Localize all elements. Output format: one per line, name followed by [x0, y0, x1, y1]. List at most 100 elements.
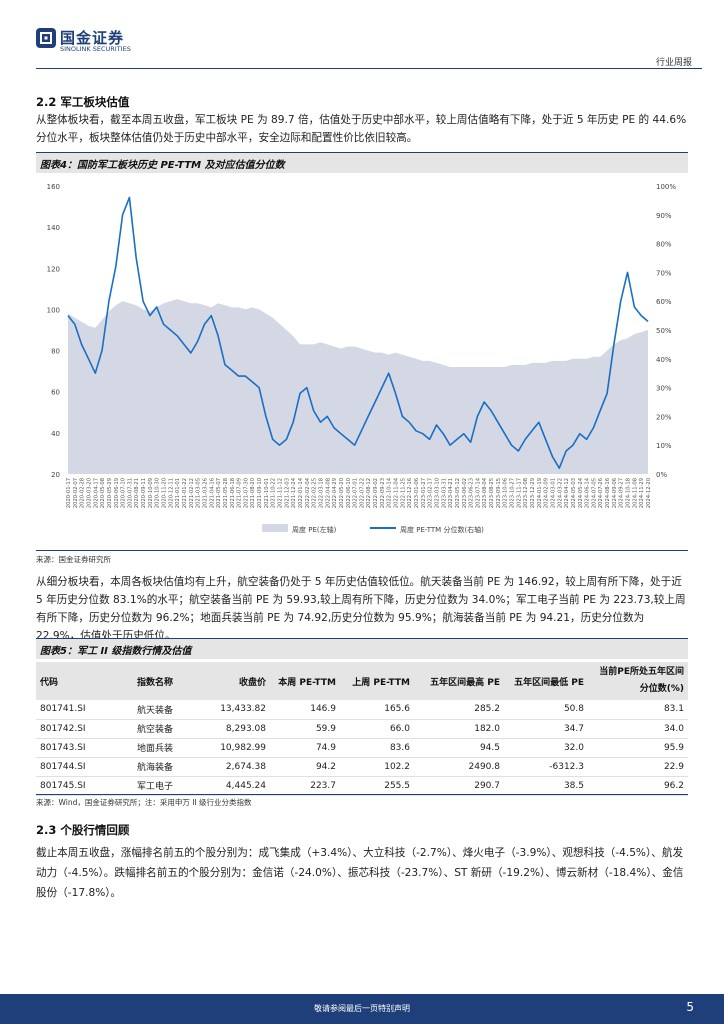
x-axis-tick: 2022-12-16	[407, 478, 413, 508]
x-axis-tick: 2020-07-10	[121, 478, 127, 508]
x-axis-tick: 2023-03-31	[441, 478, 447, 508]
left-axis-tick: 20	[51, 471, 60, 479]
x-axis-tick: 2024-07-05	[591, 478, 597, 508]
cell-pe-last-week: 83.6	[340, 738, 414, 758]
x-axis-tick: 2020-02-28	[80, 478, 86, 508]
cell-percentile: 95.9	[588, 738, 688, 758]
cell-pe-last-week: 165.6	[340, 700, 414, 720]
x-axis-tick: 2023-06-23	[469, 478, 475, 508]
x-axis-tick: 2021-04-16	[209, 478, 215, 508]
cell-code: 801744.SI	[36, 757, 114, 777]
percentile-line-series	[67, 196, 649, 469]
x-axis-tick: 2021-10-22	[271, 478, 277, 508]
left-axis-tick: 120	[47, 265, 60, 273]
section-2-3-text: 截止本周五收盘，涨幅排名前五的个股分别为：成飞集成（+3.4%）、大立科技（-2…	[36, 847, 684, 899]
footer-disclaimer: 敬请参阅最后一页特别声明	[314, 1004, 410, 1013]
legend-pe-label: 周度 PE(左轴)	[292, 525, 337, 534]
right-axis-tick: 10%	[656, 442, 672, 450]
x-axis-tick: 2023-01-27	[421, 478, 427, 508]
x-axis-tick: 2024-04-12	[564, 478, 570, 508]
figure-5-title: 图表5：军工 II 级指数行情及估值	[36, 638, 688, 659]
x-axis-tick: 2021-10-01	[264, 478, 270, 508]
right-axis-tick: 50%	[656, 327, 672, 335]
section-2-3-title: 2.3 个股行情回顾	[36, 823, 130, 837]
x-axis-tick: 2024-08-16	[605, 478, 611, 508]
x-axis-tick: 2022-07-22	[359, 478, 365, 508]
figure-5-source: 来源：Wind，国金证券研究所；注：采用申万 II 级行业分类指数	[36, 798, 252, 807]
cell-pe-this-week: 74.9	[270, 738, 340, 758]
right-axis-tick: 60%	[656, 298, 672, 306]
x-axis-tick: 2020-09-11	[141, 478, 147, 508]
left-axis-tick: 40	[51, 430, 60, 438]
x-axis-tick: 2020-03-20	[87, 478, 93, 508]
cell-pe-5y-low: 34.7	[504, 719, 588, 739]
figure-5-bottom-rule	[36, 794, 688, 795]
x-axis-tick: 2022-02-04	[305, 477, 311, 508]
x-axis-tick: 2023-06-02	[462, 478, 468, 508]
x-axis-tick: 2020-07-31	[127, 478, 133, 508]
x-axis-tick: 2024-01-19	[537, 478, 543, 508]
figure-4-bottom-rule	[36, 550, 688, 551]
col-percentile: 当前PE所处五年区间分位数(%)	[588, 662, 688, 700]
left-axis-tick: 100	[47, 306, 60, 314]
x-axis-tick: 2024-02-09	[544, 478, 550, 508]
right-axis-tick: 30%	[656, 385, 672, 393]
x-axis-tick: 2020-05-29	[107, 478, 113, 508]
cell-close: 8,293.08	[196, 719, 270, 739]
sinolink-logo: 国金证券 SINOLINK SECURITIES	[36, 26, 156, 54]
x-axis-tick: 2021-11-12	[278, 478, 284, 508]
x-axis-tick: 2024-03-01	[551, 478, 557, 508]
cell-code: 801743.SI	[36, 738, 114, 758]
x-axis-tick: 2022-11-04	[394, 477, 400, 508]
sub-sector-valuation-text: 从细分板块看，本周各板块估值均有上升，航空装备仍处于 5 年历史估值较低位。航天…	[36, 576, 686, 642]
cell-pe-this-week: 94.2	[270, 757, 340, 777]
x-axis-tick: 2021-06-18	[230, 478, 236, 508]
x-axis-tick: 2023-01-06	[414, 478, 420, 508]
cell-close: 2,674.38	[196, 757, 270, 777]
x-axis-tick: 2023-03-10	[435, 478, 441, 508]
left-axis-tick: 140	[47, 224, 60, 232]
x-axis-tick: 2023-04-21	[448, 478, 454, 508]
legend-percentile-label: 周度 PE-TTM 分位数(右轴)	[400, 525, 484, 534]
x-axis-tick: 2022-09-02	[373, 478, 379, 508]
x-axis-tick: 2021-09-10	[257, 478, 263, 508]
cell-index-name: 地面兵装	[114, 738, 196, 758]
cell-index-name: 航空装备	[114, 719, 196, 739]
x-axis-tick: 2021-05-28	[223, 478, 229, 508]
cell-index-name: 军工电子	[114, 776, 196, 796]
cell-code: 801742.SI	[36, 719, 114, 739]
pe-area-series	[68, 299, 648, 474]
cell-pe-last-week: 255.5	[340, 776, 414, 796]
logo-name-cn: 国金证券	[60, 29, 125, 47]
cell-pe-5y-low: 32.0	[504, 738, 588, 758]
x-axis-tick: 2023-08-04	[482, 477, 488, 508]
cell-close: 4,445.24	[196, 776, 270, 796]
table-row: 801743.SI 地面兵装 10,982.99 74.9 83.6 94.5 32.0 95…	[36, 738, 688, 758]
page-number: 5	[686, 1000, 694, 1014]
x-axis-tick: 2024-11-29	[639, 478, 645, 508]
col-index-name: 指数名称	[114, 662, 196, 700]
x-axis-tick: 2024-06-14	[585, 477, 591, 508]
cell-close: 13,433.82	[196, 700, 270, 720]
x-axis-tick: 2020-02-07	[73, 478, 79, 508]
x-axis-tick: 2020-01-17	[66, 478, 72, 508]
x-axis-tick: 2024-09-27	[619, 478, 625, 508]
sub-index-table: 代码 指数名称 收盘价 本周 PE-TTM 上周 PE-TTM 五年区间最高 P…	[36, 662, 688, 796]
cell-index-name: 航海装备	[114, 757, 196, 777]
x-axis-tick: 2024-09-06	[612, 478, 618, 508]
x-axis-tick: 2021-05-07	[216, 478, 222, 508]
x-axis-tick: 2020-10-09	[148, 478, 154, 508]
x-axis-tick: 2023-10-27	[510, 478, 516, 508]
x-axis-tick: 2021-03-26	[203, 478, 209, 508]
x-axis-tick: 2023-12-08	[523, 478, 529, 508]
x-axis-tick: 2024-03-22	[557, 478, 563, 508]
x-axis-tick: 2024-07-26	[598, 478, 604, 508]
cell-code: 801741.SI	[36, 700, 114, 720]
x-axis-tick: 2023-07-14	[475, 477, 481, 508]
right-axis-tick: 0%	[656, 471, 667, 479]
x-axis-tick: 2020-10-30	[155, 478, 161, 508]
cell-percentile: 34.0	[588, 719, 688, 739]
right-axis-tick: 90%	[656, 212, 672, 220]
x-axis-tick: 2023-09-15	[496, 478, 502, 508]
x-axis-tick: 2023-11-17	[516, 478, 522, 508]
